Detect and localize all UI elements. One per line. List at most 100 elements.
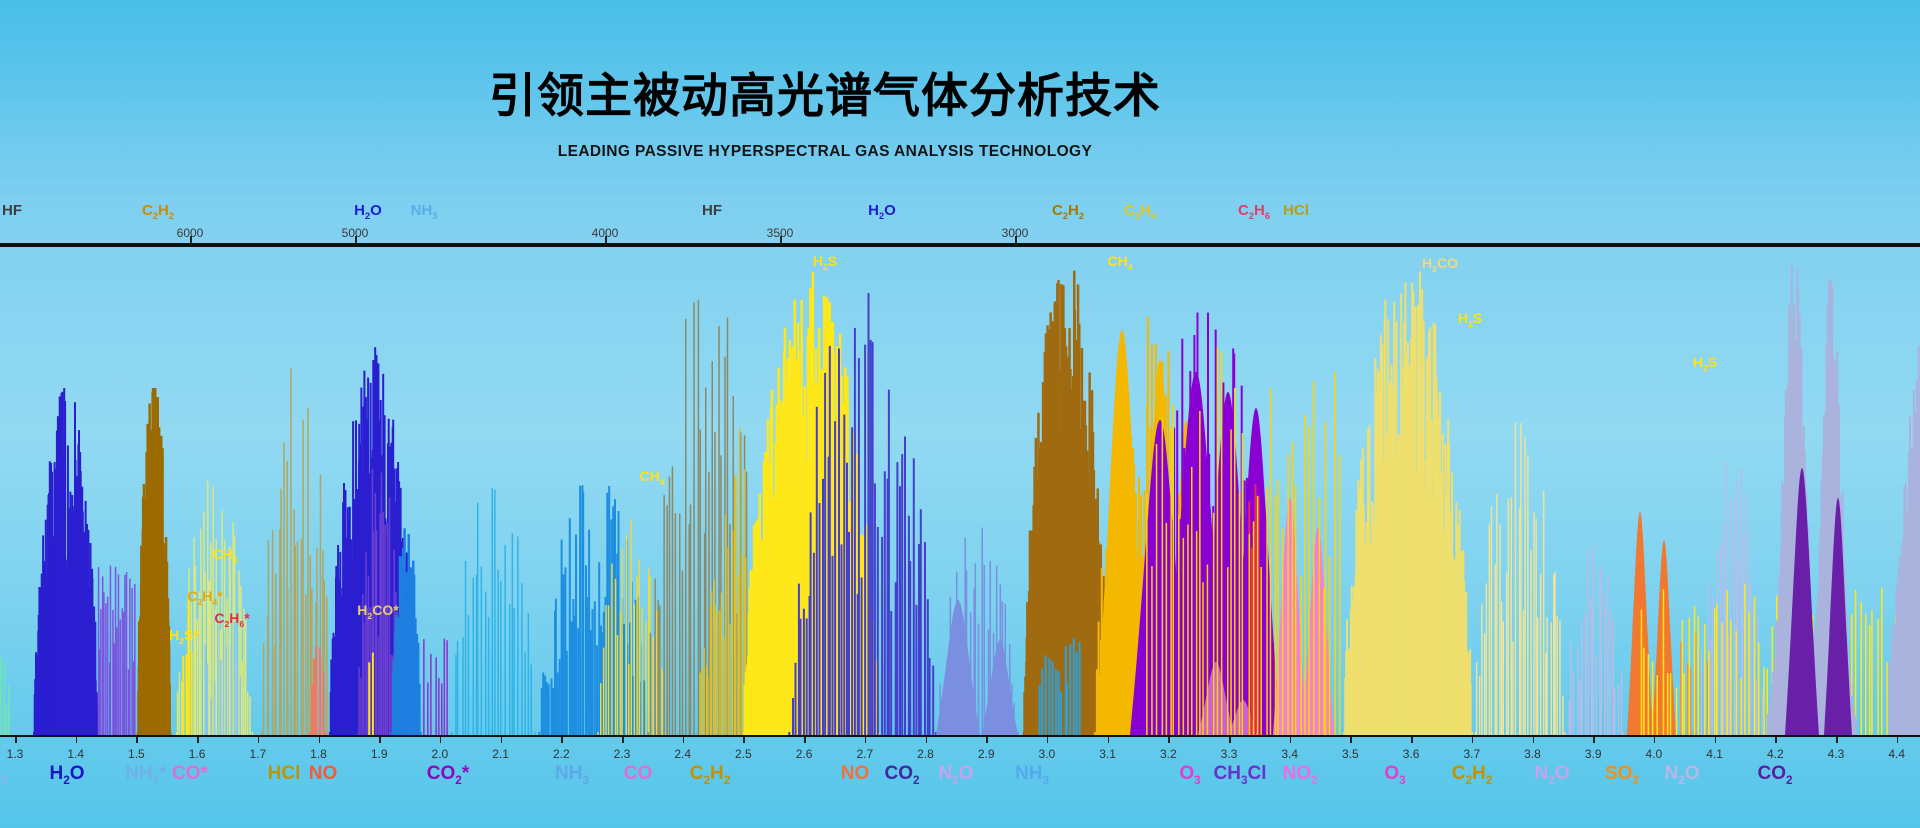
header: 引领主被动高光谱气体分析技术 LEADING PASSIVE HYPERSPEC… — [0, 70, 1650, 161]
bottom-axis-tick — [379, 737, 381, 743]
bottom-axis-tick-label: 1.8 — [310, 747, 327, 761]
bottom-axis-tick-label: 2.8 — [917, 747, 934, 761]
gas-label: H2O — [49, 763, 85, 787]
gas-label: CH3Cl — [1213, 763, 1267, 787]
gas-label: HCl — [1283, 202, 1309, 219]
bottom-axis-tick — [1350, 737, 1352, 743]
bottom-axis-tick — [1411, 737, 1413, 743]
bottom-axis-tick-label: 3.4 — [1281, 747, 1299, 761]
bottom-axis-tick-label: 4.2 — [1766, 747, 1784, 761]
gas-label: CH4 — [639, 468, 665, 487]
top-axis-tick — [605, 236, 607, 243]
bottom-axis-tick — [682, 737, 685, 743]
gas-label: C2H6 — [1237, 202, 1271, 221]
spectral-band — [1474, 422, 1566, 735]
gas-label: HCl — [267, 763, 301, 784]
bottom-axis-tick — [986, 737, 988, 743]
bottom-axis-tick-label: 4.1 — [1706, 747, 1723, 761]
spectral-band — [136, 388, 172, 735]
bottom-axis-tick-label: 2.9 — [977, 747, 995, 761]
gas-label: H2O — [354, 202, 382, 221]
spectral-band — [1038, 637, 1081, 735]
spectral-band — [699, 427, 747, 735]
page-subtitle: LEADING PASSIVE HYPERSPECTRAL GAS ANALYS… — [557, 142, 1093, 160]
bottom-axis-tick-label: 3.9 — [1584, 747, 1602, 761]
gas-label: N2O — [938, 763, 974, 787]
top-axis-tick-label: 5000 — [341, 226, 369, 240]
gas-label: HF — [2, 202, 22, 219]
spectral-band — [1785, 468, 1852, 735]
spectral-band — [182, 595, 193, 735]
bottom-axis-tick-label: 4.0 — [1645, 747, 1663, 761]
top-axis-tick — [1015, 236, 1017, 243]
gas-label: C2H6* — [214, 610, 250, 629]
gas-label: NH3* — [125, 763, 167, 787]
gas-label: CH4 — [212, 546, 238, 565]
bottom-axis-tick-label: 2.6 — [795, 747, 813, 761]
bottom-axis-tick — [743, 737, 745, 743]
bottom-axis-tick — [622, 737, 624, 743]
gas-label: CO2 — [1757, 763, 1793, 787]
gas-label: H2S — [812, 253, 838, 272]
spectral-band — [33, 388, 100, 735]
bottom-axis-tick — [1653, 737, 1656, 743]
gas-label: H2O — [868, 202, 896, 221]
bottom-axis-tick-label: 2.5 — [735, 747, 752, 761]
gas-label: SO2 — [1605, 763, 1639, 787]
top-axis-line — [0, 243, 1920, 247]
spectral-band — [357, 469, 401, 735]
top-axis-tick — [190, 236, 192, 243]
gas-label: H2S* — [169, 627, 199, 646]
spectral-band — [451, 487, 537, 735]
bottom-axis-tick — [1471, 737, 1474, 743]
bottom-axis-tick — [1836, 737, 1838, 743]
bottom-axis-tick-label: 3.1 — [1099, 747, 1116, 761]
gas-label: O3 — [1179, 763, 1201, 787]
bottom-axis-tick — [500, 737, 503, 743]
top-axis-tick-label: 4000 — [591, 226, 619, 240]
bottom-axis-tick-label: 1.9 — [370, 747, 388, 761]
bottom-axis-tick — [1046, 737, 1049, 743]
gas-label: H2S — [1692, 354, 1718, 373]
bottom-axis-tick-label: 3.2 — [1159, 747, 1177, 761]
top-axis-tick — [355, 236, 357, 243]
bottom-axis-tick-label: 2.2 — [552, 747, 570, 761]
gas-label: C2H2 — [1051, 202, 1085, 221]
bottom-axis-tick-label: 3.0 — [1038, 747, 1056, 761]
spectral-band — [1888, 345, 1920, 735]
gas-label: NH3 — [410, 202, 438, 221]
bottom-axis-tick — [136, 737, 138, 743]
bottom-axis-tick — [439, 737, 442, 743]
gas-label: C2H4* — [187, 588, 223, 607]
gas-label: NO — [840, 763, 870, 784]
spectral-band — [1627, 512, 1676, 735]
top-axis-tick-label: 3500 — [766, 226, 794, 240]
bottom-axis-tick-label: 3.8 — [1524, 747, 1541, 761]
spectral-band — [788, 293, 937, 735]
spectral-band — [97, 565, 136, 735]
bottom-axis-tick — [197, 737, 199, 743]
bottom-axis-tick — [1289, 737, 1292, 743]
gas-label: CO2 — [884, 763, 920, 787]
gas-label: O3 — [1384, 763, 1406, 787]
gas-label: H2CO* — [357, 602, 399, 621]
bottom-axis-tick-label: 2.7 — [856, 747, 874, 761]
bottom-axis-tick-label: 4.3 — [1827, 747, 1845, 761]
bottom-axis-tick — [804, 737, 806, 743]
bottom-axis-tick — [864, 737, 867, 743]
spectral-band — [538, 485, 650, 735]
top-axis-tick-label: 6000 — [176, 226, 204, 240]
spectral-band — [390, 528, 422, 735]
bottom-axis-tick — [318, 737, 320, 743]
gas-label: N2O — [1534, 763, 1570, 787]
bottom-axis-tick-label: 2.0 — [431, 747, 449, 761]
gas-label: CH4 — [1107, 253, 1133, 272]
bottom-axis-tick-label: 1.4 — [67, 747, 85, 761]
bottom-axis-tick-label: 3.6 — [1402, 747, 1420, 761]
spectral-band — [0, 656, 10, 735]
gas-label: NH3 — [555, 763, 589, 787]
top-axis-tick — [780, 236, 782, 243]
spectral-band — [204, 621, 242, 735]
